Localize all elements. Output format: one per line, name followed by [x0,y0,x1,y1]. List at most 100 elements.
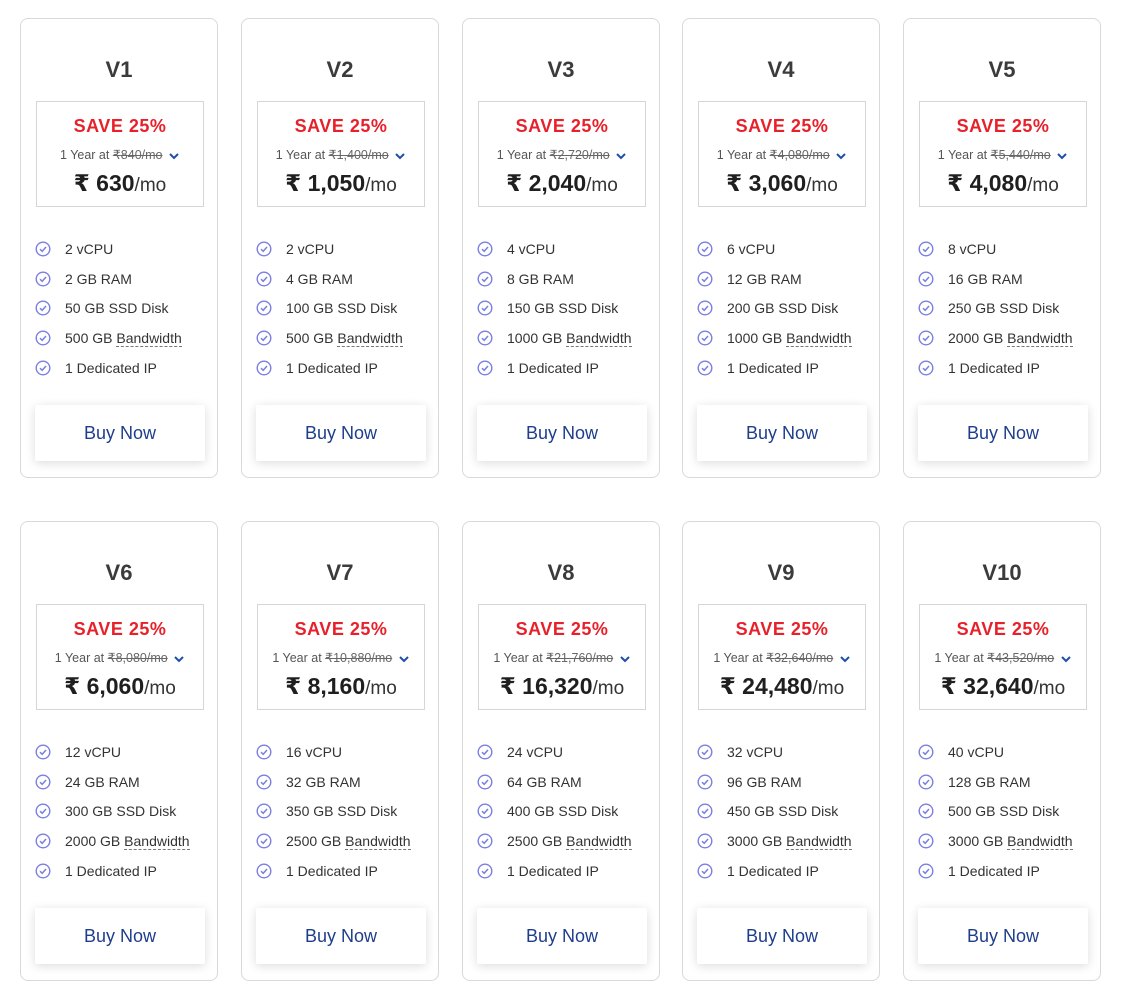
plan-card-v3: V3 SAVE 25% 1 Year at ₹2,720/mo ₹ 2,040/… [462,18,660,478]
plan-title: V4 [767,57,795,82]
bandwidth-tooltip-term[interactable]: Bandwidth [1007,329,1073,347]
buy-now-button-v1[interactable]: Buy Now [35,405,205,461]
original-price: ₹8,080/mo [108,651,168,665]
check-circle-icon [256,774,272,790]
price-box: SAVE 25% 1 Year at ₹2,720/mo ₹ 2,040/mo [478,101,646,207]
price: ₹ 3,060/mo [699,170,865,197]
feature-text: 96 GB RAM [727,773,802,790]
bandwidth-tooltip-term[interactable]: Bandwidth [786,329,852,347]
billing-term-select[interactable]: 1 Year at ₹8,080/mo [37,650,203,665]
feature-list: 40 vCPU 128 GB RAM 500 GB SSD Disk 3000 … [918,737,1096,886]
currency-symbol: ₹ [990,148,999,162]
original-price: ₹32,640/mo [766,651,833,665]
check-circle-icon [256,300,272,316]
chevron-down-icon[interactable] [619,654,631,664]
price-box: SAVE 25% 1 Year at ₹840/mo ₹ 630/mo [36,101,204,207]
billing-term-select[interactable]: 1 Year at ₹1,400/mo [258,147,424,162]
price: ₹ 4,080/mo [920,170,1086,197]
buy-now-button-v4[interactable]: Buy Now [697,405,867,461]
buy-now-button-v8[interactable]: Buy Now [477,908,647,964]
price-amount: 2,040 [528,170,587,196]
feature-bandwidth: 2500 GB Bandwidth [477,826,655,856]
check-circle-icon [256,744,272,760]
feature-cpu: 4 vCPU [477,234,655,264]
chevron-down-icon[interactable] [1056,151,1068,161]
check-circle-icon [918,330,934,346]
feature-disk: 250 GB SSD Disk [918,294,1096,324]
chevron-down-icon[interactable] [168,151,180,161]
chevron-down-icon[interactable] [835,151,847,161]
billing-term-select[interactable]: 1 Year at ₹2,720/mo [479,147,645,162]
check-circle-icon [918,863,934,879]
term-label: 1 Year at [60,148,110,162]
feature-cpu: 12 vCPU [35,737,213,767]
save-badge: SAVE 25% [294,619,388,639]
feature-bandwidth: 500 GB Bandwidth [256,323,434,353]
per-month: /mo [586,175,618,196]
plan-card-v4: V4 SAVE 25% 1 Year at ₹4,080/mo ₹ 3,060/… [682,18,880,478]
price-amount: 6,060 [86,673,145,699]
feature-disk: 350 GB SSD Disk [256,797,434,827]
chevron-down-icon[interactable] [615,151,627,161]
feature-text: 12 vCPU [65,743,122,760]
check-circle-icon [918,744,934,760]
buy-now-button-v9[interactable]: Buy Now [697,908,867,964]
save-badge: SAVE 25% [73,619,167,639]
feature-disk: 100 GB SSD Disk [256,294,434,324]
buy-now-button-v2[interactable]: Buy Now [256,405,426,461]
billing-term-select[interactable]: 1 Year at ₹5,440/mo [920,147,1086,162]
feature-text: 8 vCPU [948,240,997,257]
price: ₹ 8,160/mo [258,673,424,700]
feature-disk: 450 GB SSD Disk [697,797,875,827]
billing-term-select[interactable]: 1 Year at ₹4,080/mo [699,147,865,162]
per-month: /mo [812,678,845,699]
term-label: 1 Year at [716,148,767,162]
billing-term-select[interactable]: 1 Year at ₹10,880/mo [258,650,424,665]
buy-now-button-v10[interactable]: Buy Now [918,908,1088,964]
buy-now-button-v7[interactable]: Buy Now [256,908,426,964]
bandwidth-tooltip-term[interactable]: Bandwidth [566,832,632,850]
check-circle-icon [477,803,493,819]
feature-text: 1 Dedicated IP [727,360,819,377]
feature-list: 2 vCPU 2 GB RAM 50 GB SSD Disk 500 GB Ba… [35,234,213,383]
price-amount: 630 [96,170,135,196]
price-box: SAVE 25% 1 Year at ₹1,400/mo ₹ 1,050/mo [257,101,425,207]
billing-term-select[interactable]: 1 Year at ₹21,760/mo [479,650,645,665]
billing-term-select[interactable]: 1 Year at ₹840/mo [37,147,203,162]
buy-now-button-v5[interactable]: Buy Now [918,405,1088,461]
price-box: SAVE 25% 1 Year at ₹5,440/mo ₹ 4,080/mo [919,101,1087,207]
bandwidth-tooltip-term[interactable]: Bandwidth [116,329,182,347]
feature-text: 100 GB SSD Disk [286,300,398,317]
check-circle-icon [35,300,51,316]
feature-cpu: 2 vCPU [35,234,213,264]
chevron-down-icon[interactable] [839,654,851,664]
price: ₹ 24,480/mo [699,673,865,700]
bandwidth-tooltip-term[interactable]: Bandwidth [786,832,852,850]
feature-text: 350 GB SSD Disk [286,803,398,820]
price: ₹ 6,060/mo [37,673,203,700]
billing-term-select[interactable]: 1 Year at ₹32,640/mo [699,650,865,665]
feature-bandwidth: 3000 GB Bandwidth [918,826,1096,856]
original-price-value: 5,440/mo [998,148,1051,162]
chevron-down-icon[interactable] [173,654,185,664]
check-circle-icon [918,774,934,790]
buy-now-button-v6[interactable]: Buy Now [35,908,205,964]
bandwidth-tooltip-term[interactable]: Bandwidth [337,329,403,347]
feature-text: 64 GB RAM [507,773,582,790]
bandwidth-tooltip-term[interactable]: Bandwidth [345,832,411,850]
bandwidth-tooltip-term[interactable]: Bandwidth [1007,832,1073,850]
buy-now-button-v3[interactable]: Buy Now [477,405,647,461]
chevron-down-icon[interactable] [398,654,410,664]
check-circle-icon [918,300,934,316]
chevron-down-icon[interactable] [1060,654,1072,664]
price-amount: 1,050 [307,170,366,196]
save-badge: SAVE 25% [956,116,1050,136]
bandwidth-tooltip-term[interactable]: Bandwidth [124,832,190,850]
check-circle-icon [697,271,713,287]
billing-term-select[interactable]: 1 Year at ₹43,520/mo [920,650,1086,665]
chevron-down-icon[interactable] [394,151,406,161]
feature-text: 1000 GB [507,330,563,347]
bandwidth-tooltip-term[interactable]: Bandwidth [566,329,632,347]
price-amount: 16,320 [522,673,593,699]
